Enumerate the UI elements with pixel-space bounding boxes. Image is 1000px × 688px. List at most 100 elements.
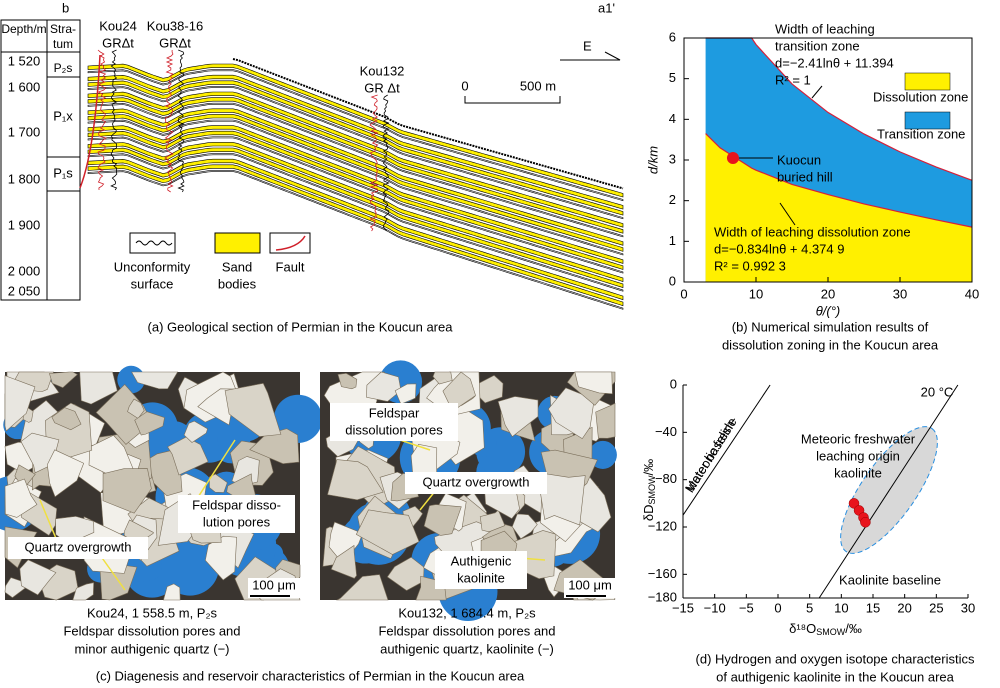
depth-label: 1 800 [8, 171, 41, 186]
legend-label: bodies [218, 276, 257, 291]
legend-swatch [904, 111, 951, 130]
grain [79, 371, 118, 405]
x-tick-label: 25 [929, 600, 943, 615]
sand-layer [87, 86, 624, 220]
x-tick-label: 0 [680, 286, 687, 301]
scale-label: 500 m [520, 78, 556, 93]
baseline [818, 384, 959, 599]
grain [336, 574, 389, 601]
y-tick-label: 0 [670, 376, 677, 391]
depth-label: 2 050 [8, 283, 41, 298]
y-tick-label: 0 [669, 273, 676, 288]
legend-label: Fault [276, 259, 305, 274]
photo-label: kaolinite [457, 570, 505, 585]
x-tick-label: 5 [806, 600, 813, 615]
grain [366, 371, 402, 402]
photo-caption: Feldspar dissolution pores and [63, 623, 240, 638]
depth-label: 1 600 [8, 79, 41, 94]
label-box [405, 472, 547, 494]
y-axis-label: δDSMOW/‰ [641, 459, 657, 521]
well-name: Kou38-16 [147, 18, 203, 33]
legend-label: surface [131, 276, 174, 291]
x-tick-label: 15 [866, 600, 880, 615]
label-box [8, 537, 148, 559]
grain [4, 577, 27, 598]
legend-label: Sand [222, 259, 252, 274]
x-tick-label: 40 [965, 286, 979, 301]
grain [51, 407, 82, 431]
depth-header: Depth/m [1, 22, 46, 36]
legend-label: Transition zone [877, 126, 965, 141]
y-tick-label: 2 [669, 192, 676, 207]
photos: Feldspar disso-lution pores Quartz overgr… [0, 360, 617, 622]
x-tick-label: 10 [749, 286, 763, 301]
legend-unconformity [129, 232, 176, 254]
annotation: transition zone [775, 38, 860, 53]
grain [209, 473, 228, 493]
y-axis-label-part: SMOW [647, 475, 657, 505]
grain [574, 371, 613, 395]
y-tick-label: −40 [655, 424, 677, 439]
sand-layer [87, 114, 624, 252]
sand-layer [87, 119, 624, 256]
x-tick-label: −15 [672, 600, 694, 615]
point [726, 151, 739, 164]
legend-label: Unconformity [114, 259, 191, 274]
point-label: Kuocun [777, 152, 821, 167]
sand-layer [87, 108, 624, 246]
grain [511, 513, 538, 540]
legend-sand [214, 232, 261, 254]
stratum-header: tum [53, 37, 73, 51]
photo-label: Quartz overgrowth [423, 474, 530, 489]
grain [72, 582, 94, 601]
x-axis-label-part: δ¹⁸O [789, 621, 816, 636]
well-name: Kou24 [99, 18, 137, 33]
x-tick-label: −5 [739, 600, 754, 615]
x-tick-label: −10 [704, 600, 726, 615]
line-label: Kaolinite baseline [839, 572, 941, 587]
y-tick-label: 3 [669, 151, 676, 166]
corner-label: a1' [598, 0, 615, 15]
sand-layer [87, 63, 624, 198]
scale-bar [464, 96, 561, 104]
grain [595, 402, 616, 439]
well-logs: GRΔt [102, 35, 134, 50]
grain [327, 459, 384, 501]
legend-fault [269, 232, 311, 254]
x-axis-label-part: SMOW [816, 627, 846, 637]
sand-layer [87, 136, 624, 274]
sand-layer [87, 80, 624, 216]
leader-line [811, 85, 823, 99]
gr-log [164, 49, 174, 193]
sand-layer [87, 91, 624, 228]
dt-log [382, 94, 390, 232]
y-axis-label-part: δD [641, 505, 656, 522]
leader-line [779, 202, 796, 226]
photo-caption: authigenic quartz, kaolinite (−) [380, 641, 554, 656]
scale-label: 0 [461, 78, 468, 93]
direction-arrow [560, 51, 621, 61]
photo-caption: Kou24, 1 558.5 m, P₂s [87, 605, 218, 620]
caption: (a) Geological section of Permian in the… [148, 319, 454, 334]
unconformity [232, 58, 624, 190]
direction-label: E [583, 38, 592, 53]
grain [163, 583, 181, 601]
grain [423, 504, 462, 536]
fault-line [79, 54, 101, 189]
sand-layer [87, 164, 624, 307]
depth-label: 1 700 [8, 124, 41, 139]
annotation: R² = 1 [775, 72, 811, 87]
x-tick-label: 0 [774, 600, 781, 615]
y-tick-label: 4 [669, 111, 676, 126]
y-tick-label: 6 [669, 29, 676, 44]
grain [49, 371, 78, 389]
sand-layer [87, 130, 624, 270]
sand-layer [87, 97, 624, 234]
photo-caption: minor authigenic quartz (−) [75, 641, 230, 656]
annotation: d=−2.41lnθ + 11.394 [775, 55, 894, 70]
photo-caption: Kou132, 1 684.4 m, P₂s [398, 605, 536, 620]
chart-title: (d) Hydrogen and oxygen isotope characte… [696, 651, 975, 666]
grain [432, 371, 453, 385]
point [860, 517, 871, 528]
